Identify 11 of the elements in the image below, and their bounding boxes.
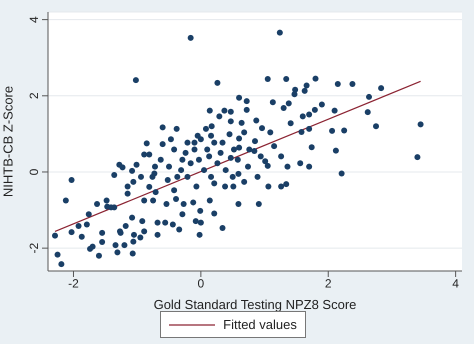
x-tick-label: 2 [324, 276, 332, 291]
x-tick-label: 4 [452, 276, 460, 291]
y-tick-label: -2 [27, 242, 41, 254]
x-tick-label: -2 [68, 276, 80, 291]
x-axis-title: Gold Standard Testing NPZ8 Score [154, 297, 356, 312]
y-tick-label: 4 [27, 16, 41, 23]
y-tick-label: 0 [27, 168, 41, 176]
y-tick-label: 2 [27, 92, 41, 100]
y-axis-title: NIHTB-CB Z-Score [0, 86, 16, 198]
x-tick-label: 0 [198, 276, 205, 291]
legend-label: Fitted values [222, 317, 297, 332]
